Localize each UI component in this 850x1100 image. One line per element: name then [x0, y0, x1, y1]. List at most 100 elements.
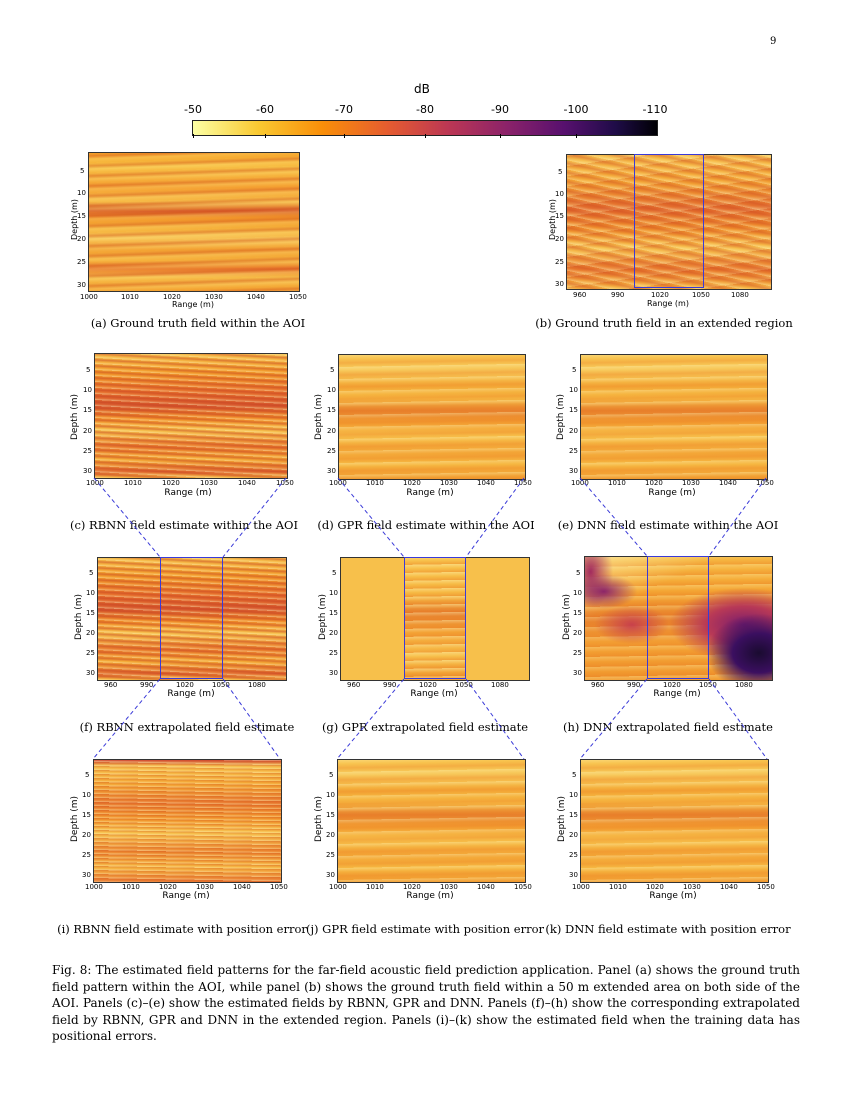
depth-tick: 10	[329, 589, 338, 597]
range-tick: 960	[591, 681, 605, 689]
depth-tick: 5	[576, 569, 581, 577]
range-tick: 1040	[477, 883, 495, 891]
heatmap-i	[93, 759, 282, 883]
connector-line	[708, 678, 768, 760]
caption-d: (d) GPR field estimate within the AOI	[317, 518, 535, 532]
depth-tick: 10	[83, 386, 92, 394]
depth-tick: 25	[86, 649, 95, 657]
depth-tick: 20	[569, 427, 578, 435]
caption-k: (k) DNN field estimate with position err…	[545, 922, 791, 936]
depth-tick: 5	[572, 771, 577, 779]
colorbar-tick: -100	[563, 103, 589, 116]
depth-tick: 5	[80, 167, 85, 175]
range-tick: 960	[347, 681, 361, 689]
depth-tick: 30	[329, 669, 338, 677]
range-tick: 1020	[419, 681, 437, 689]
depth-tick: 30	[77, 281, 86, 289]
colorbar-mark	[500, 134, 501, 138]
range-tick: 1050	[756, 479, 774, 487]
depth-tick: 10	[326, 791, 335, 799]
range-tick: 1030	[196, 883, 214, 891]
depth-tick: 25	[327, 447, 336, 455]
connector-line	[708, 477, 767, 557]
depth-tick: 15	[326, 811, 335, 819]
depth-tick: 15	[569, 406, 578, 414]
caption-b: (b) Ground truth field in an extended re…	[535, 316, 793, 330]
colorbar-mark	[576, 134, 577, 138]
caption-c: (c) RBNN field estimate within the AOI	[69, 518, 299, 532]
connector-line	[336, 678, 405, 760]
depth-tick: 15	[86, 609, 95, 617]
range-tick: 1050	[699, 681, 717, 689]
range-tick: 1020	[159, 883, 177, 891]
range-tick: 1030	[682, 479, 700, 487]
depth-tick: 25	[573, 649, 582, 657]
depth-tick: 5	[89, 569, 94, 577]
range-tick: 1010	[608, 479, 626, 487]
heatmap-c	[94, 353, 288, 479]
range-tick: 1080	[731, 291, 749, 299]
range-tick: 1020	[162, 479, 180, 487]
range-tick: 1010	[609, 883, 627, 891]
depth-tick: 10	[327, 386, 336, 394]
range-axis-label: Range (m)	[162, 891, 210, 901]
figure-caption: Fig. 8: The estimated field patterns for…	[52, 963, 800, 1043]
range-tick: 1000	[86, 479, 104, 487]
colorbar-tick: -60	[256, 103, 274, 116]
range-tick: 1020	[176, 681, 194, 689]
depth-tick: 25	[77, 258, 86, 266]
heatmap-d	[338, 354, 526, 480]
connector-line	[222, 678, 281, 760]
range-axis-label: Range (m)	[167, 689, 215, 699]
colorbar-tick: -50	[184, 103, 202, 116]
depth-tick: 25	[329, 649, 338, 657]
depth-tick: 15	[77, 212, 86, 220]
range-tick: 1000	[85, 883, 103, 891]
range-tick: 1080	[491, 681, 509, 689]
range-tick: 1050	[514, 883, 532, 891]
aoi-box	[634, 154, 704, 288]
range-axis-label: Range (m)	[647, 299, 689, 308]
range-tick: 1080	[248, 681, 266, 689]
depth-tick: 10	[569, 386, 578, 394]
range-tick: 1040	[233, 883, 251, 891]
range-tick: 1040	[247, 293, 265, 301]
depth-tick: 5	[572, 366, 577, 374]
depth-tick: 25	[569, 447, 578, 455]
depth-tick: 25	[83, 447, 92, 455]
range-tick: 1020	[663, 681, 681, 689]
range-tick: 1020	[403, 883, 421, 891]
range-axis-label: Range (m)	[406, 891, 454, 901]
range-axis-label: Range (m)	[172, 300, 214, 309]
depth-tick: 30	[82, 871, 91, 879]
depth-tick: 15	[555, 212, 564, 220]
range-axis-label: Range (m)	[649, 891, 697, 901]
depth-tick: 25	[569, 851, 578, 859]
depth-tick: 15	[569, 811, 578, 819]
depth-tick: 10	[569, 791, 578, 799]
colorbar-mark	[425, 134, 426, 138]
range-tick: 1000	[329, 883, 347, 891]
range-axis-label: Range (m)	[648, 488, 696, 498]
depth-tick: 25	[326, 851, 335, 859]
range-tick: 1020	[645, 479, 663, 487]
connector-line	[222, 477, 287, 558]
range-tick: 1050	[212, 681, 230, 689]
depth-tick: 15	[82, 811, 91, 819]
range-tick: 1000	[80, 293, 98, 301]
depth-tick: 25	[555, 258, 564, 266]
colorbar-tick: -110	[642, 103, 668, 116]
depth-tick: 30	[86, 669, 95, 677]
depth-tick: 10	[86, 589, 95, 597]
colorbar-title: dB	[414, 82, 430, 96]
connector-line	[465, 678, 525, 760]
range-axis-label: Range (m)	[653, 689, 701, 699]
range-tick: 1030	[440, 479, 458, 487]
depth-tick: 30	[569, 467, 578, 475]
range-axis-label: Range (m)	[164, 488, 212, 498]
range-tick: 1020	[651, 291, 669, 299]
caption-j: (j) GPR field estimate with position err…	[305, 922, 545, 936]
depth-tick: 10	[555, 190, 564, 198]
depth-tick: 5	[86, 366, 91, 374]
